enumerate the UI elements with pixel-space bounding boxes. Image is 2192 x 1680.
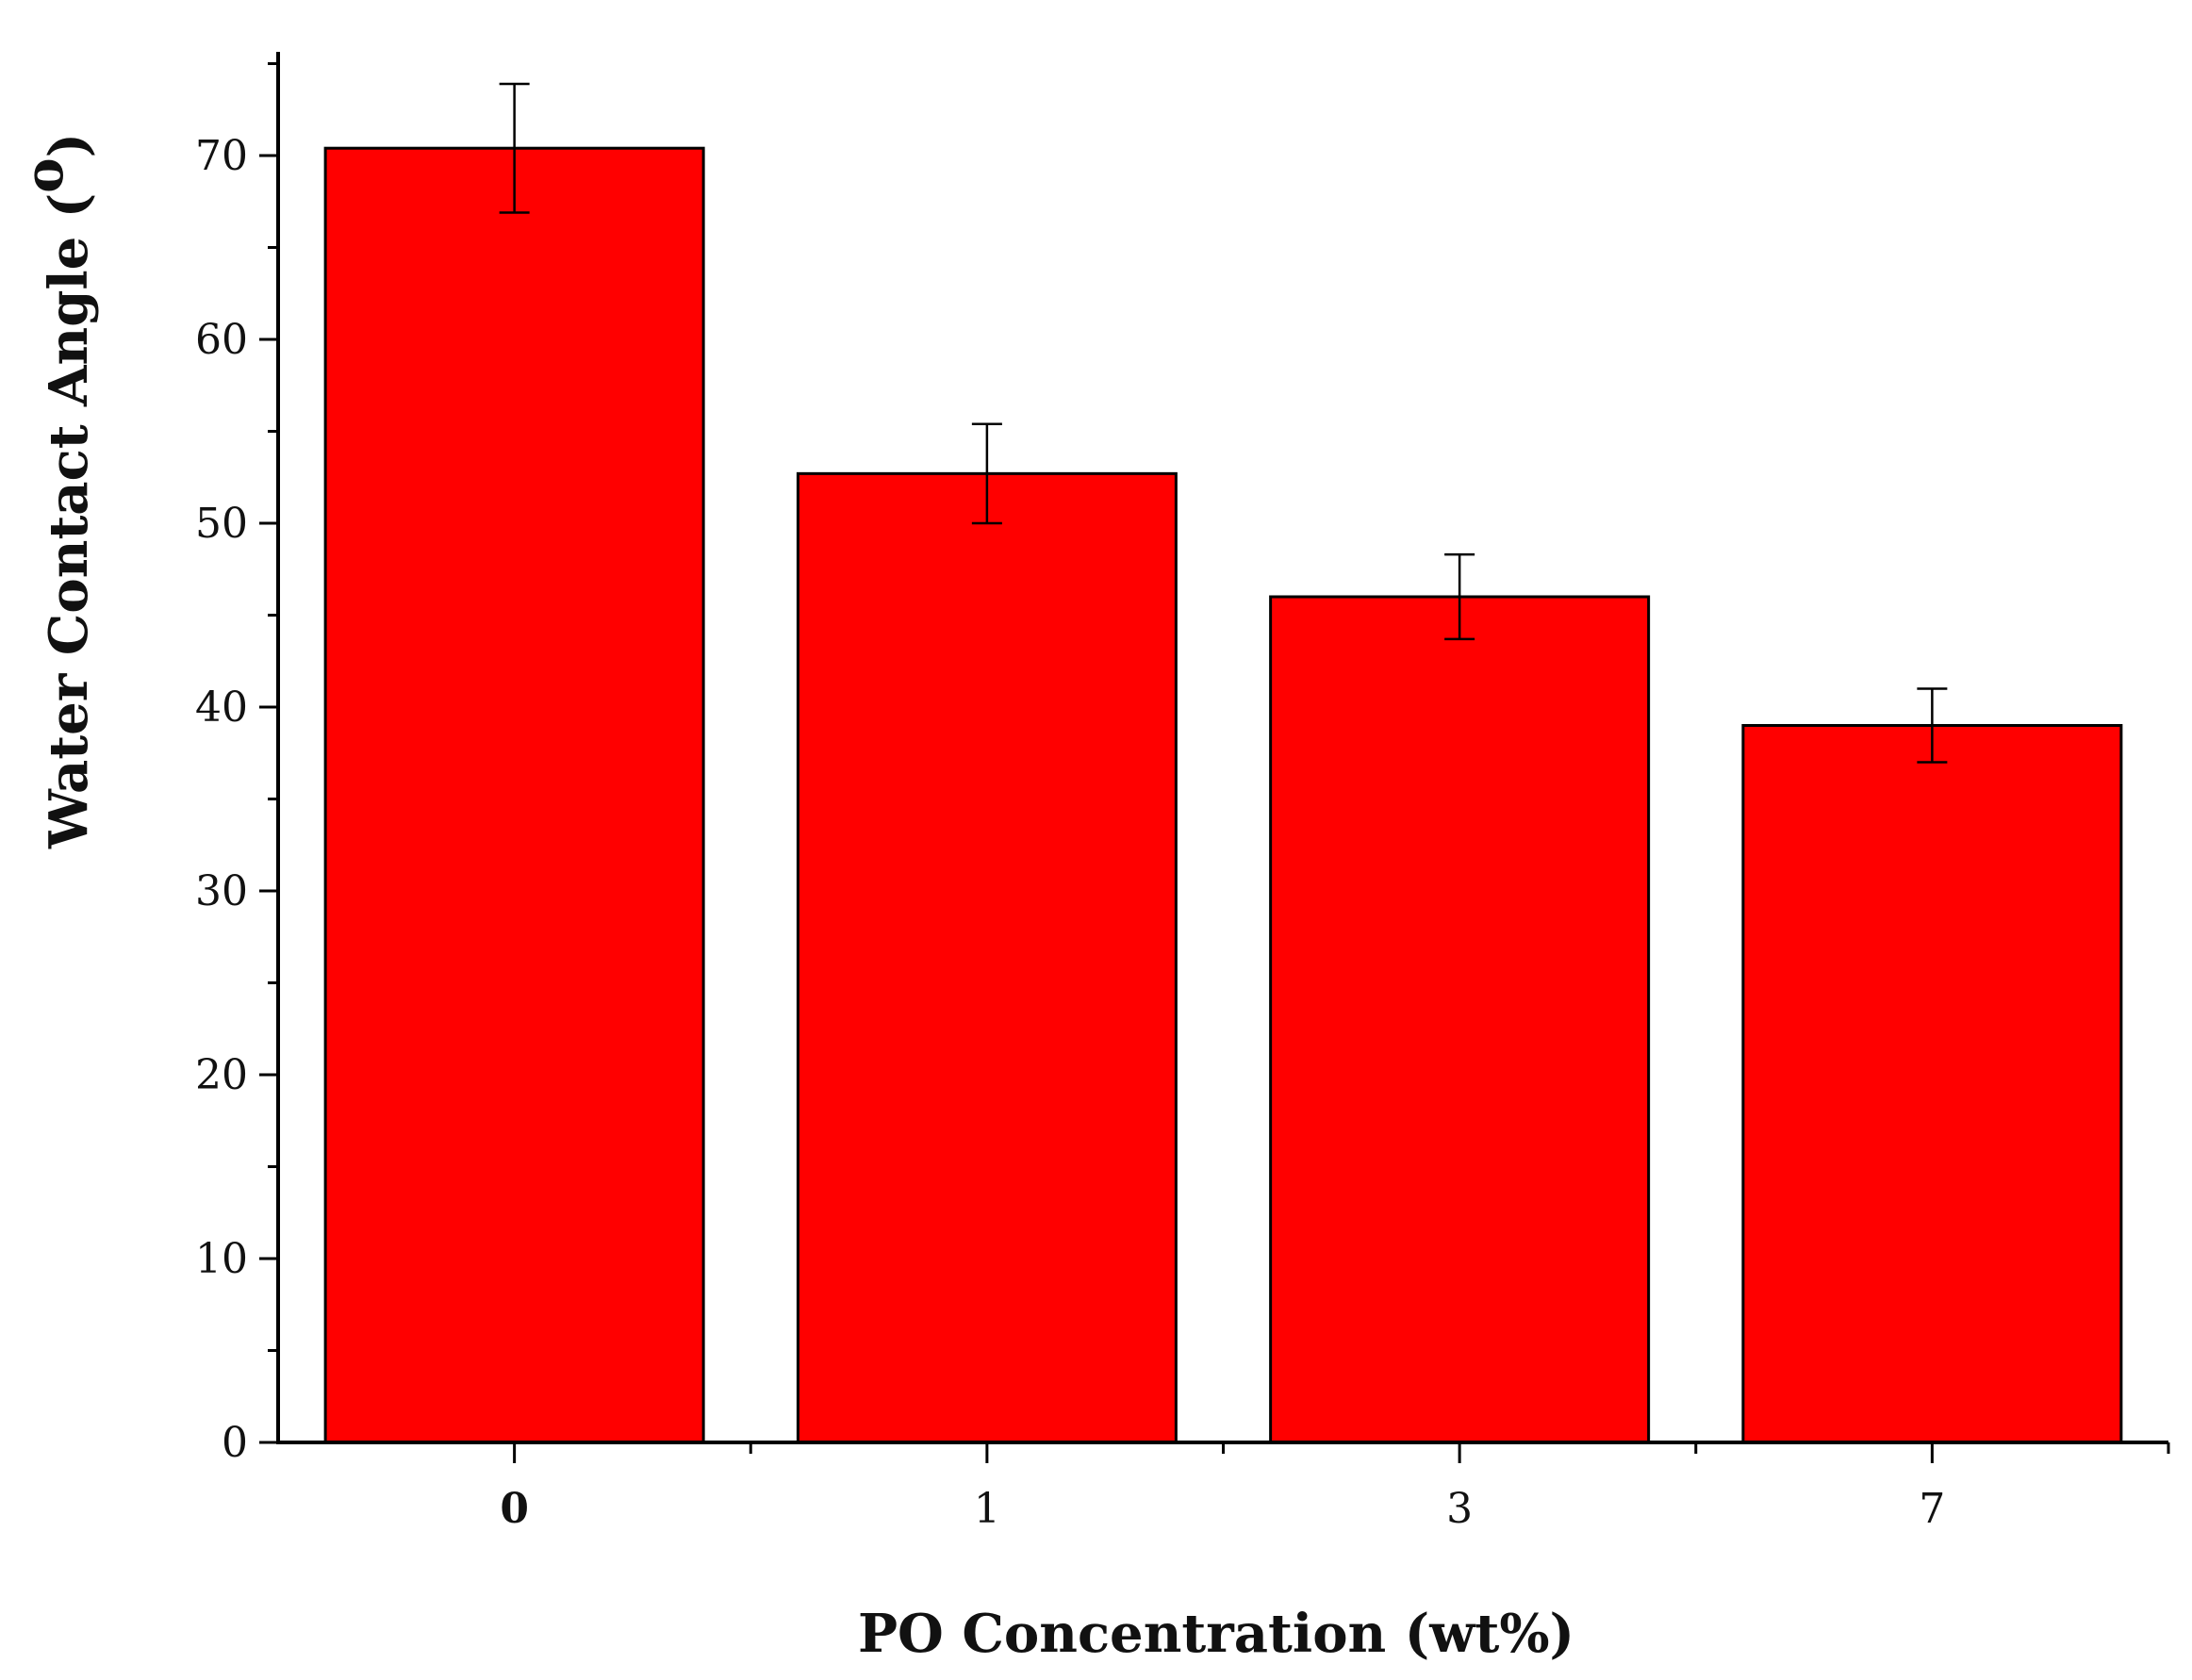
y-axis-title-main: Water Contact Angle ( xyxy=(38,193,100,849)
y-tick-label: 0 xyxy=(222,1419,248,1467)
bars-group xyxy=(323,146,2123,1444)
bar-0 xyxy=(323,146,705,1444)
y-axis-title-close: ) xyxy=(38,133,100,158)
y-tick-label: 20 xyxy=(195,1051,248,1099)
error-bar-7 xyxy=(1917,687,1948,764)
bar-1 xyxy=(796,471,1178,1444)
x-tick-label: 3 xyxy=(1446,1485,1473,1533)
x-tick-label: 1 xyxy=(974,1485,1000,1533)
bar-7 xyxy=(1741,724,2123,1444)
error-bar-1 xyxy=(971,422,1002,525)
y-tick-label: 60 xyxy=(195,316,248,364)
x-tick-label: 0 xyxy=(500,1485,529,1533)
y-tick-label: 30 xyxy=(195,867,248,915)
y-axis-title-degree: o xyxy=(13,157,75,192)
bar-3 xyxy=(1269,595,1651,1444)
y-axis-title: Water Contact Angle (o) xyxy=(13,133,100,849)
error-bar-3 xyxy=(1444,552,1475,641)
x-tick-label: 7 xyxy=(1919,1485,1945,1533)
y-tick-label: 40 xyxy=(195,684,248,732)
y-ticks-group: 0 10 20 30 40 50 60 70 xyxy=(195,62,278,1467)
x-ticks-group: 0 1 3 7 xyxy=(500,1442,2170,1533)
x-axis-title: PO Concentration (wt%) xyxy=(858,1603,1574,1665)
y-tick-label: 70 xyxy=(195,132,248,180)
error-bar-0 xyxy=(499,82,530,214)
error-bars-group xyxy=(499,82,1948,764)
y-tick-label: 10 xyxy=(195,1235,248,1283)
y-tick-label: 50 xyxy=(195,500,248,548)
